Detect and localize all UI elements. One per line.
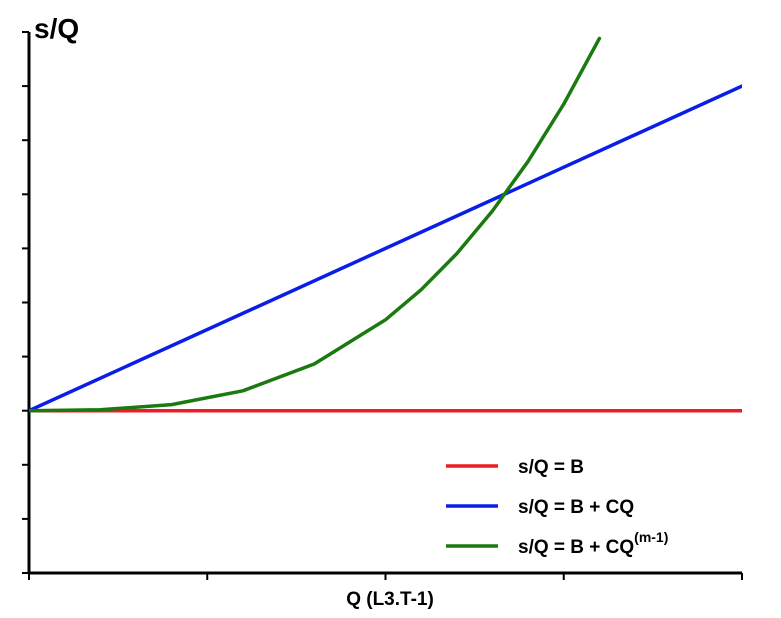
axes [22, 31, 743, 580]
legend: s/Q = B s/Q = B + CQ s/Q = B + CQ(m-1) [446, 457, 668, 558]
legend-label-1: s/Q = B [518, 457, 584, 478]
series-line-3 [29, 36, 602, 413]
y-axis-label: s/Q [34, 13, 79, 44]
legend-label-3: s/Q = B + CQ(m-1) [518, 529, 668, 558]
x-axis-label: Q (L3.T-1) [346, 589, 434, 610]
legend-label-2: s/Q = B + CQ [518, 497, 634, 518]
legend-superscript: (m-1) [634, 529, 668, 545]
series-layer [29, 36, 742, 413]
series-line-2 [29, 84, 742, 413]
